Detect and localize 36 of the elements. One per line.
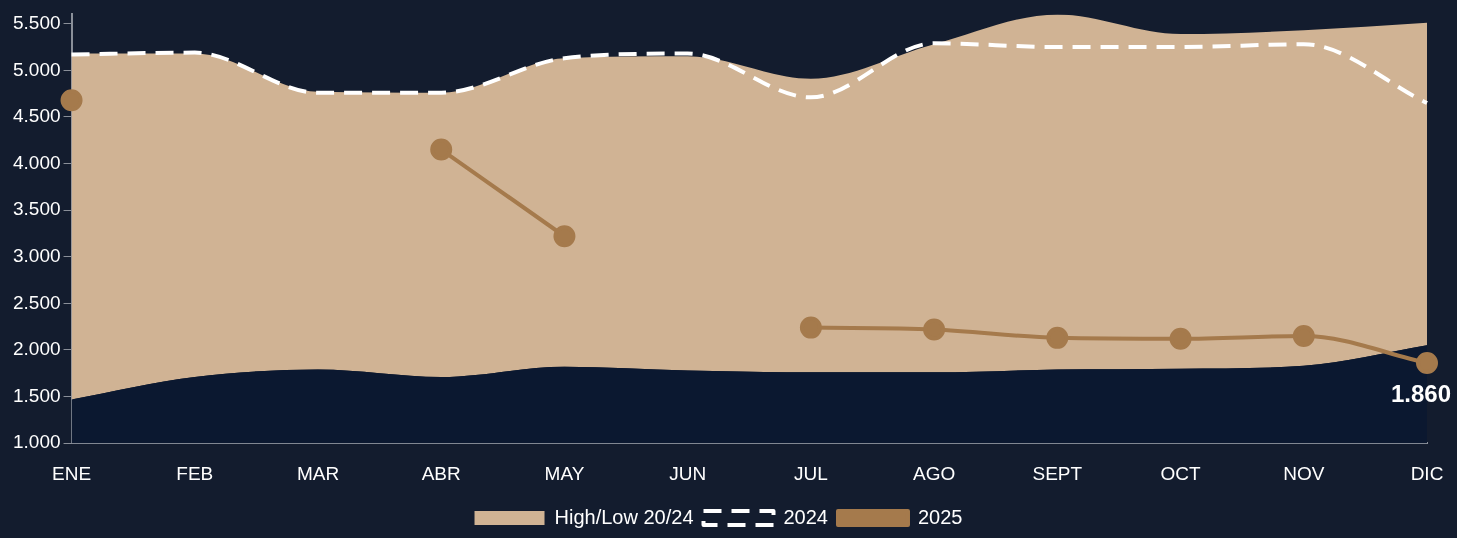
point <box>923 318 946 341</box>
y-tick-label: 3.000 <box>13 245 61 266</box>
line-series <box>69 41 1429 105</box>
point <box>553 225 576 248</box>
x-tick-label: NOV <box>1283 462 1325 484</box>
point <box>1416 352 1438 375</box>
point <box>430 138 453 161</box>
legend-label: High/Low 20/24 <box>554 505 694 528</box>
x-tick-label: ENE <box>52 462 92 484</box>
point <box>1169 327 1192 350</box>
x-tick-label: JUL <box>793 462 828 484</box>
x-tick-label: MAY <box>544 462 585 484</box>
x-tick-label: FEB <box>176 462 214 484</box>
point <box>1046 326 1069 349</box>
x-tick-label: SEPT <box>1032 462 1083 484</box>
legend-label: 2025 <box>917 505 963 528</box>
point <box>1292 325 1315 347</box>
y-tick-label: 1.000 <box>13 431 61 453</box>
y-tick-label: 4.000 <box>13 151 61 173</box>
y-tick-label: 5.000 <box>13 58 61 80</box>
y-tick-label: 1.500 <box>13 384 61 406</box>
point <box>60 89 83 112</box>
x-tick-label: AGO <box>912 462 956 484</box>
point <box>799 316 822 339</box>
y-tick-label: 5.500 <box>13 11 61 33</box>
x-tick-label: DIC <box>1410 462 1444 484</box>
y-tick-label: 2.000 <box>13 338 61 360</box>
x-tick-label: OCT <box>1160 462 1201 484</box>
y-tick-label: 3.500 <box>13 198 61 220</box>
data-label: 1.860 <box>1390 379 1451 407</box>
y-tick-label: 2.500 <box>13 291 61 313</box>
legend-label: 2024 <box>783 505 828 528</box>
x-tick-label: ABR <box>421 462 461 484</box>
y-tick-label: 4.500 <box>13 105 61 127</box>
x-tick-label: JUN <box>669 462 707 484</box>
x-tick-label: MAR <box>296 462 340 484</box>
